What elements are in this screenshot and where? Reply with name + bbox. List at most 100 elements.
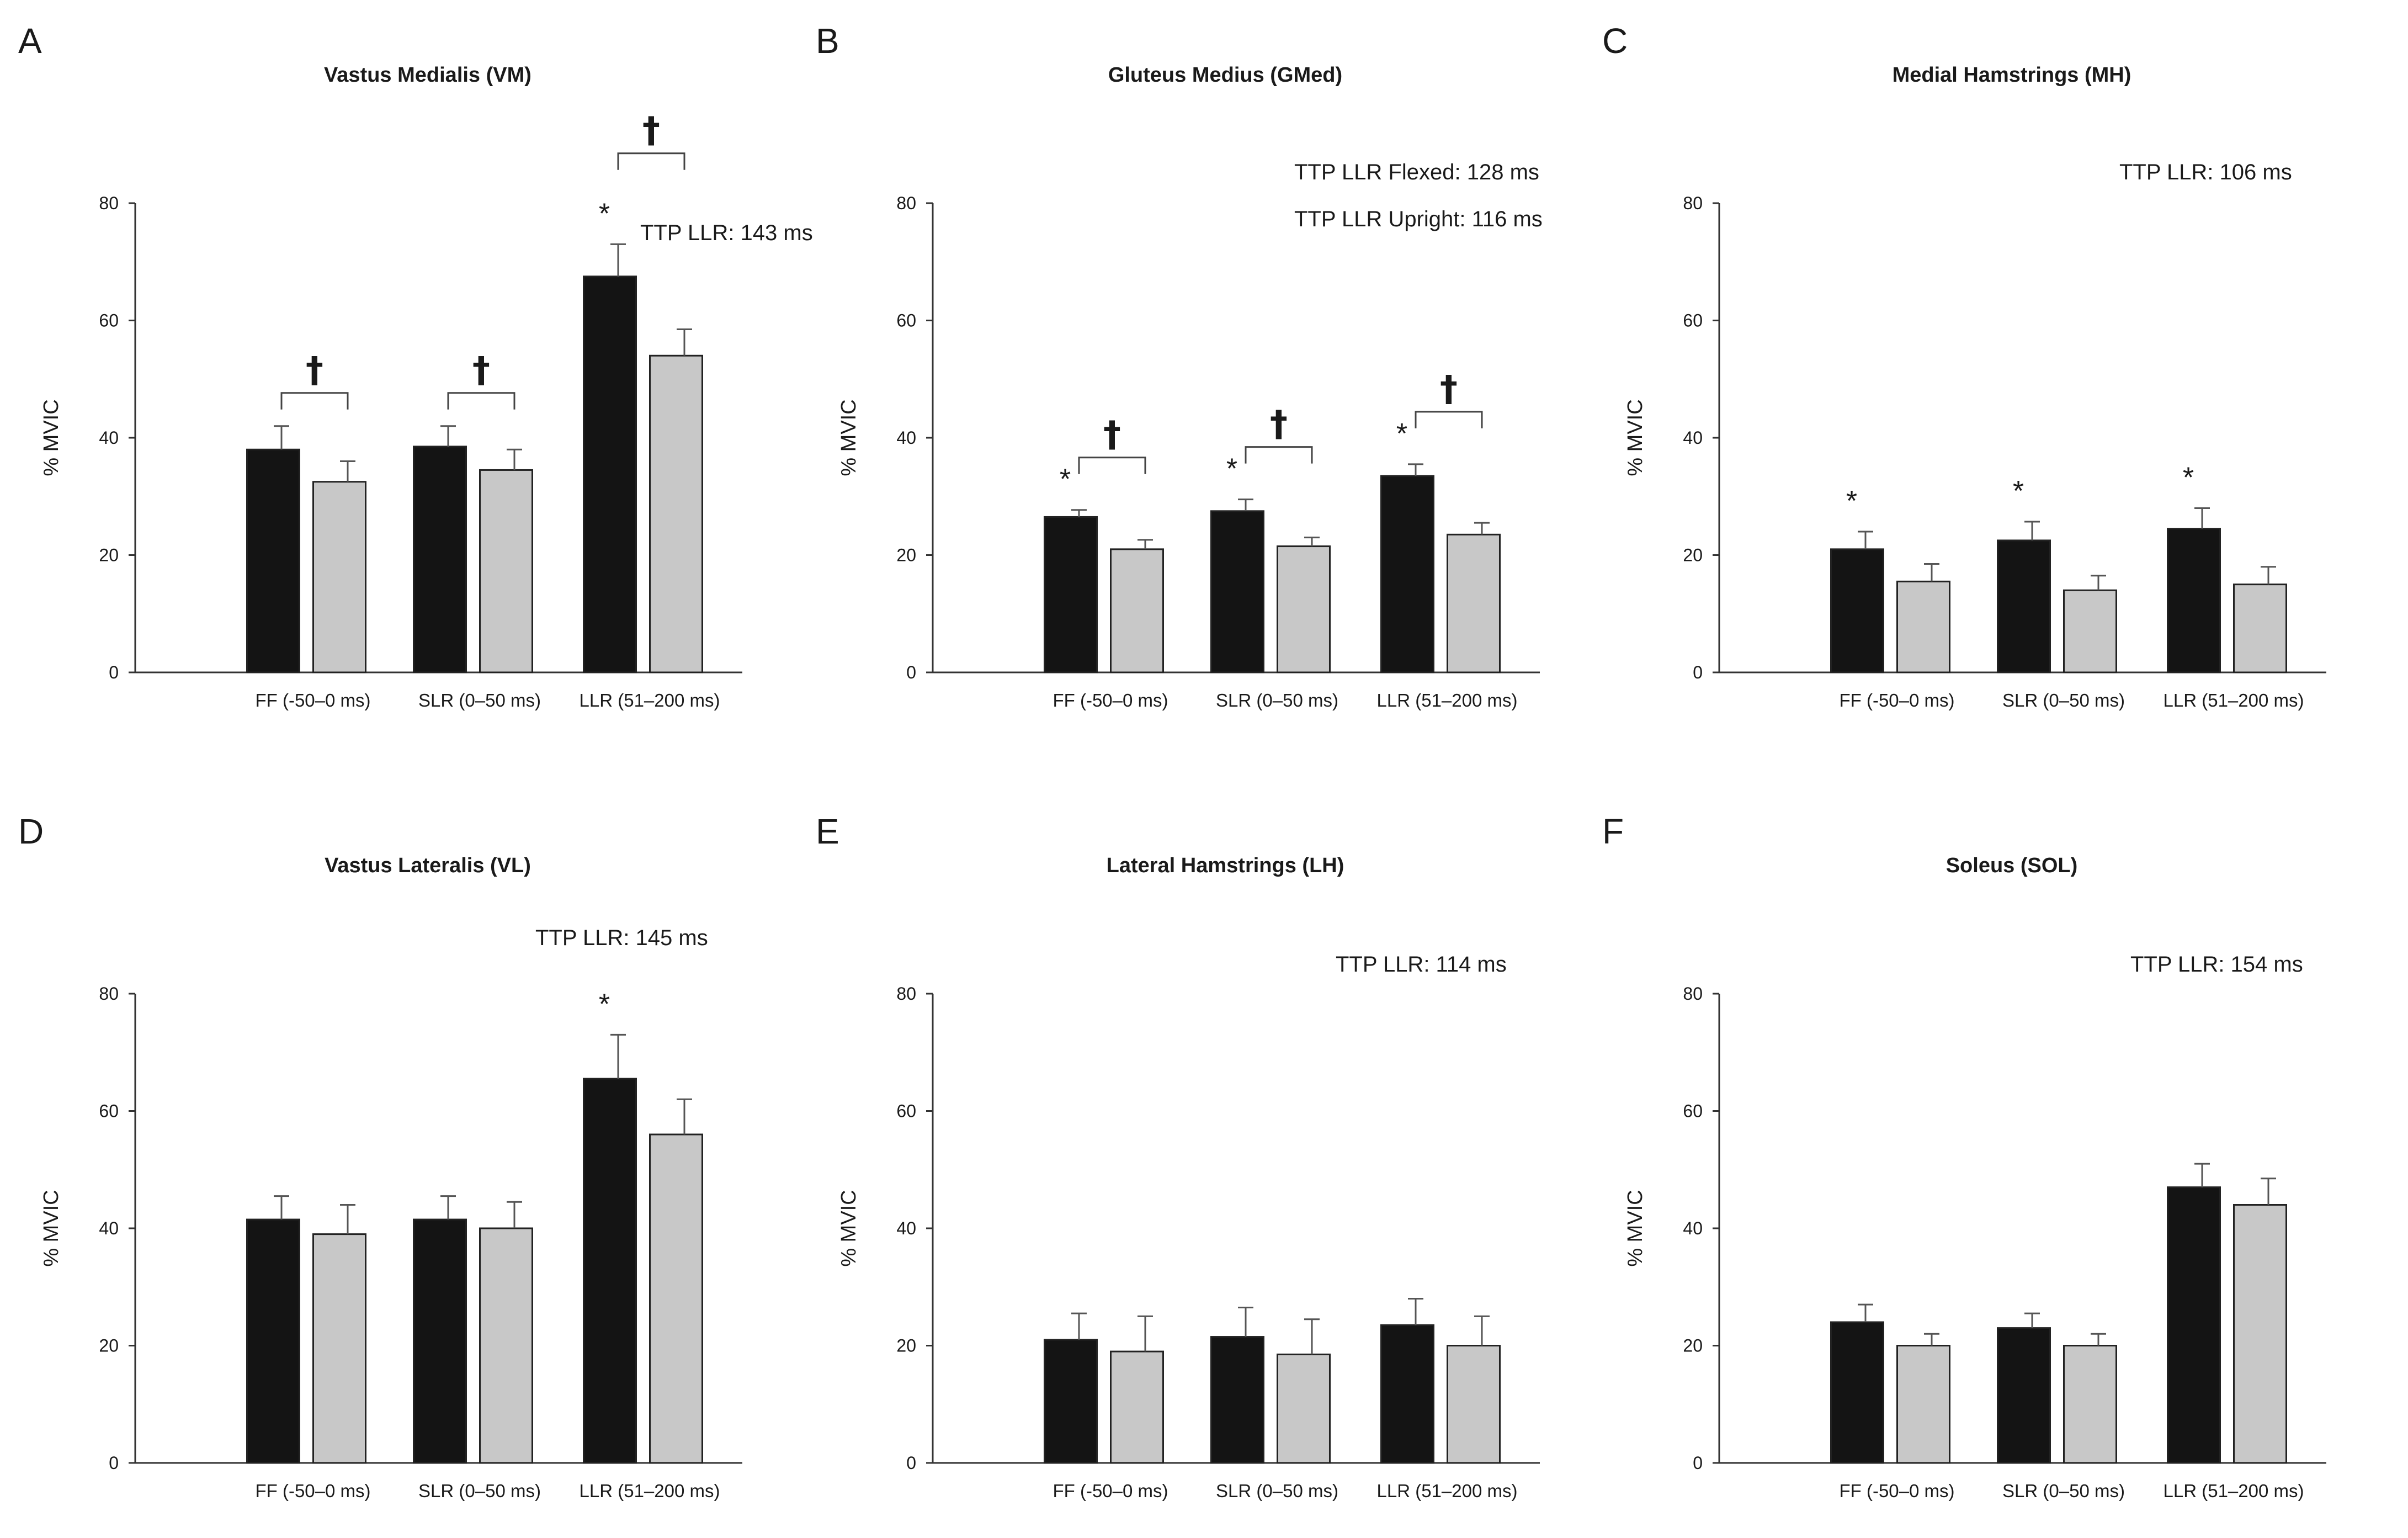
ttp-annotation: TTP LLR: 154 ms [2130,952,2303,977]
panel-letter: A [18,21,42,61]
panel-f: F Soleus (SOL) % MVIC 0 20 40 60 80 FF (-50–0 ms… [1602,812,2326,1501]
bar-flexed-2 [1997,1327,2051,1464]
y-axis-label: % MVIC [837,399,860,476]
bar-flexed-2 [413,1218,467,1464]
panel-d: D Vastus Lateralis (VL) % MVIC 0 20 40 60 80 FF … [18,812,742,1501]
bar-flexed-1 [246,448,300,673]
bar-upright-1 [1896,1345,1950,1464]
significance-star: * [1226,453,1237,485]
panel-letter: C [1602,21,1628,61]
panel-title: Gluteus Medius (GMed) [1108,63,1342,87]
significance-star: * [2183,462,2194,494]
y-tick-label: 20 [1683,1336,1703,1356]
ttp-annotation: TTP LLR Flexed: 128 ms [1294,160,1539,184]
panel-title: Lateral Hamstrings (LH) [1107,854,1344,877]
x-tick-label: FF (-50–0 ms) [1839,1481,1954,1501]
bar-flexed-1 [1044,516,1098,673]
y-tick-label: 0 [906,1453,916,1473]
x-tick-label: SLR (0–50 ms) [2002,1481,2125,1501]
bar-upright-1 [1896,580,1950,673]
y-tick-label: 40 [1683,1218,1703,1238]
bar-upright-1 [1110,1350,1164,1464]
dagger-marker: † [1103,415,1121,455]
significance-bracket [617,152,685,170]
bar-flexed-2 [413,446,467,673]
x-tick-label: LLR (51–200 ms) [2164,1481,2304,1501]
y-tick-label: 20 [896,1336,916,1356]
y-tick-label: 60 [99,1101,119,1121]
y-tick-label: 0 [109,1453,119,1473]
y-tick-label: 40 [896,1218,916,1238]
y-tick-label: 20 [1683,545,1703,565]
y-axis-label: % MVIC [837,1190,860,1266]
y-axis-label: % MVIC [1624,1190,1647,1266]
panel-b: B Gluteus Medius (GMed) % MVIC 0 20 40 60 80 * † F… [816,21,1543,710]
y-axis-label: % MVIC [1624,399,1647,476]
bar-upright-1 [312,481,366,673]
significance-bracket [1245,446,1313,464]
bar-upright-3 [1447,533,1501,673]
x-tick-label: FF (-50–0 ms) [1839,690,1954,710]
dagger-marker: † [472,350,490,391]
ttp-annotation: TTP LLR: 145 ms [535,926,708,950]
panel-e: E Lateral Hamstrings (LH) % MVIC 0 20 40 60 80 F… [816,812,1540,1501]
significance-star: * [1846,485,1857,517]
ttp-annotation: TTP LLR: 143 ms [640,221,813,245]
bar-flexed-1 [1830,1321,1884,1464]
y-axis-label: % MVIC [40,399,63,476]
bar-flexed-2 [1210,510,1264,673]
y-tick-label: 80 [1683,193,1703,213]
y-tick-label: 0 [1693,1453,1703,1473]
bar-upright-2 [479,469,533,673]
bar-upright-3 [649,1133,703,1464]
significance-star: * [599,988,610,1020]
dagger-marker: † [306,350,323,391]
bar-upright-3 [2233,1204,2287,1464]
y-tick-label: 20 [99,1336,119,1356]
x-tick-label: SLR (0–50 ms) [1216,690,1338,710]
y-tick-label: 60 [99,311,119,331]
bar-flexed-3 [583,275,637,673]
panel-letter: D [18,812,44,851]
panel-letter: B [816,21,839,61]
x-tick-label: FF (-50–0 ms) [1052,690,1168,710]
x-tick-label: SLR (0–50 ms) [418,690,541,710]
y-tick-label: 60 [1683,1101,1703,1121]
bar-flexed-1 [246,1218,300,1464]
y-tick-label: 60 [1683,311,1703,331]
bar-flexed-3 [2167,1186,2221,1464]
bar-upright-3 [649,354,703,673]
y-tick-label: 40 [896,428,916,448]
y-tick-label: 40 [99,1218,119,1238]
panel-title: Soleus (SOL) [1946,854,2078,877]
y-tick-label: 0 [906,662,916,682]
ttp-annotation: TTP LLR: 106 ms [2119,160,2292,184]
x-tick-label: LLR (51–200 ms) [2164,690,2304,710]
bar-flexed-3 [1380,1324,1434,1464]
bar-upright-2 [1277,545,1331,673]
y-tick-label: 60 [896,311,916,331]
significance-bracket [280,392,349,410]
bar-upright-2 [1277,1353,1331,1464]
significance-star: * [1060,464,1071,496]
y-tick-label: 40 [99,428,119,448]
x-tick-label: FF (-50–0 ms) [255,690,370,710]
x-tick-label: FF (-50–0 ms) [1052,1481,1168,1501]
y-tick-label: 40 [1683,428,1703,448]
bar-upright-1 [312,1233,366,1464]
bar-flexed-3 [583,1078,637,1464]
y-tick-label: 80 [896,984,916,1004]
significance-bracket [1415,411,1483,428]
ttp-annotation: TTP LLR Upright: 116 ms [1294,207,1543,231]
significance-bracket [1078,457,1146,474]
y-tick-label: 80 [99,193,119,213]
panel-c: C Medial Hamstrings (MH) % MVIC 0 20 40 60 80 * F… [1602,21,2326,710]
bar-upright-2 [479,1227,533,1464]
panel-title: Vastus Medialis (VM) [324,63,531,87]
panel-a: A Vastus Medialis (VM) % MVIC 0 20 40 60 80 † FF … [18,21,813,710]
bar-flexed-2 [1210,1336,1264,1464]
bar-upright-2 [2063,1345,2117,1464]
x-tick-label: SLR (0–50 ms) [1216,1481,1338,1501]
y-tick-label: 0 [109,662,119,682]
